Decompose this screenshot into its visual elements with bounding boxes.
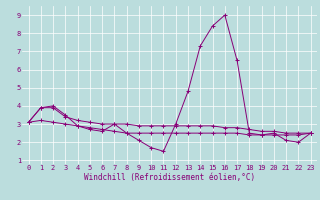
X-axis label: Windchill (Refroidissement éolien,°C): Windchill (Refroidissement éolien,°C)	[84, 173, 255, 182]
